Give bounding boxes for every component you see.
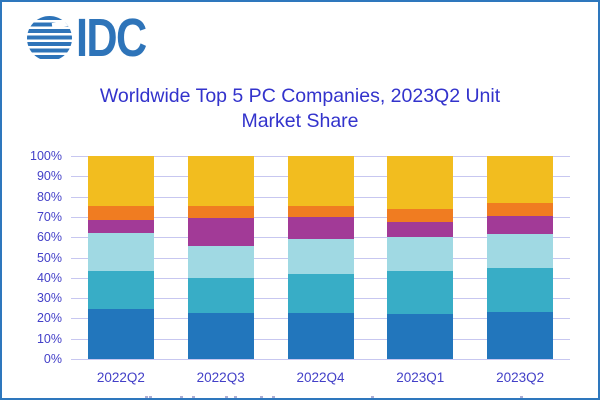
x-tick-label-2022Q4: 2022Q4 bbox=[296, 370, 345, 385]
y-tick-label-30%: 30% bbox=[36, 291, 62, 306]
bar-2022Q2-segment-5-orange bbox=[87, 206, 154, 220]
bar-2022Q3-segment-6-yellow bbox=[187, 156, 254, 207]
bar-2022Q4-segment-3-light-blue bbox=[287, 239, 354, 274]
y-tick-label-50%: 50% bbox=[36, 250, 62, 265]
y-tick-label-10%: 10% bbox=[36, 331, 62, 346]
bar-2022Q3-segment-1-dark-blue bbox=[187, 312, 254, 359]
y-tick-label-0%: 0% bbox=[43, 352, 62, 366]
bar-2022Q2-segment-6-yellow bbox=[87, 156, 154, 207]
x-tick-label-2023Q2: 2023Q2 bbox=[496, 370, 545, 385]
bar-2022Q3-segment-3-light-blue bbox=[187, 245, 254, 279]
cut-off-legend-sliver bbox=[371, 396, 374, 398]
y-tick-label-60%: 60% bbox=[36, 230, 62, 245]
bar-2022Q2-segment-3-light-blue bbox=[87, 233, 154, 271]
x-tick-label-2022Q3: 2022Q3 bbox=[196, 370, 245, 385]
chart-title-line2: Market Share bbox=[241, 110, 359, 132]
cut-off-legend-sliver bbox=[145, 396, 148, 398]
bar-2022Q4-segment-1-dark-blue bbox=[287, 313, 354, 359]
cut-off-legend-sliver bbox=[149, 396, 152, 398]
idc-logo: IDC bbox=[27, 7, 163, 68]
bar-2022Q2-segment-4-magenta bbox=[87, 219, 154, 234]
y-tick-label-20%: 20% bbox=[36, 311, 62, 326]
chart-title: Worldwide Top 5 PC Companies, 2023Q2 Uni… bbox=[2, 84, 598, 134]
bar-2023Q1-segment-5-orange bbox=[387, 209, 454, 223]
cut-off-legend-sliver bbox=[180, 396, 183, 398]
y-axis-labels: 0% 10% 20% 30% 40% 50% 60% 70% 80% 90% 100% bbox=[2, 149, 62, 366]
y-tick-label-40%: 40% bbox=[36, 270, 62, 285]
bar-2023Q2-segment-4-magenta bbox=[487, 216, 554, 234]
y-tick-label-70%: 70% bbox=[36, 209, 62, 224]
bar-2022Q4-segment-4-magenta bbox=[287, 217, 354, 240]
bar-2023Q1-segment-6-yellow bbox=[387, 156, 454, 210]
bar-2023Q2-segment-2-teal bbox=[487, 267, 554, 313]
cut-off-legend-sliver bbox=[272, 396, 275, 398]
stacked-bar-plot-area bbox=[71, 156, 570, 360]
bar-2022Q4-segment-5-orange bbox=[287, 205, 354, 218]
x-axis-labels: 2022Q2 2022Q3 2022Q4 2023Q1 2023Q2 bbox=[71, 370, 570, 388]
bar-2022Q3-segment-5-orange bbox=[187, 206, 254, 219]
x-tick-label-2023Q1: 2023Q1 bbox=[396, 370, 445, 385]
bar-2022Q4-segment-2-teal bbox=[287, 273, 354, 314]
y-tick-label-90%: 90% bbox=[36, 169, 62, 184]
bar-2022Q2-segment-1-dark-blue bbox=[87, 309, 154, 359]
chart-title-line1: Worldwide Top 5 PC Companies, 2023Q2 Uni… bbox=[99, 85, 501, 107]
bar-2022Q3-segment-4-magenta bbox=[187, 218, 254, 246]
bar-2022Q4-segment-6-yellow bbox=[287, 156, 354, 206]
bar-2022Q2-segment-2-teal bbox=[87, 270, 154, 310]
bar-2023Q2-segment-1-dark-blue bbox=[487, 312, 554, 359]
bar-2023Q2-segment-5-orange bbox=[487, 203, 554, 217]
gridline-0% bbox=[71, 359, 570, 360]
y-tick-label-100%: 100% bbox=[30, 149, 62, 163]
bar-2022Q3-segment-2-teal bbox=[187, 278, 254, 313]
cut-off-legend-sliver bbox=[234, 396, 237, 398]
cut-off-legend-sliver bbox=[225, 396, 228, 398]
bar-2023Q2-segment-6-yellow bbox=[487, 156, 554, 204]
cut-off-legend-sliver bbox=[192, 396, 195, 398]
cut-off-legend-sliver bbox=[260, 396, 263, 398]
y-tick-label-80%: 80% bbox=[36, 189, 62, 204]
bar-2023Q1-segment-1-dark-blue bbox=[387, 313, 454, 359]
cut-off-legend-sliver bbox=[520, 396, 523, 398]
bar-2023Q1-segment-2-teal bbox=[387, 270, 454, 314]
x-tick-label-2022Q2: 2022Q2 bbox=[96, 370, 145, 385]
bar-2023Q1-segment-3-light-blue bbox=[387, 236, 454, 271]
bar-2023Q1-segment-4-magenta bbox=[387, 222, 454, 237]
idc-logo-text: IDC bbox=[76, 7, 147, 68]
bar-2023Q2-segment-3-light-blue bbox=[487, 233, 554, 268]
idc-globe-icon bbox=[27, 15, 72, 61]
cut-off-legend bbox=[2, 396, 598, 398]
